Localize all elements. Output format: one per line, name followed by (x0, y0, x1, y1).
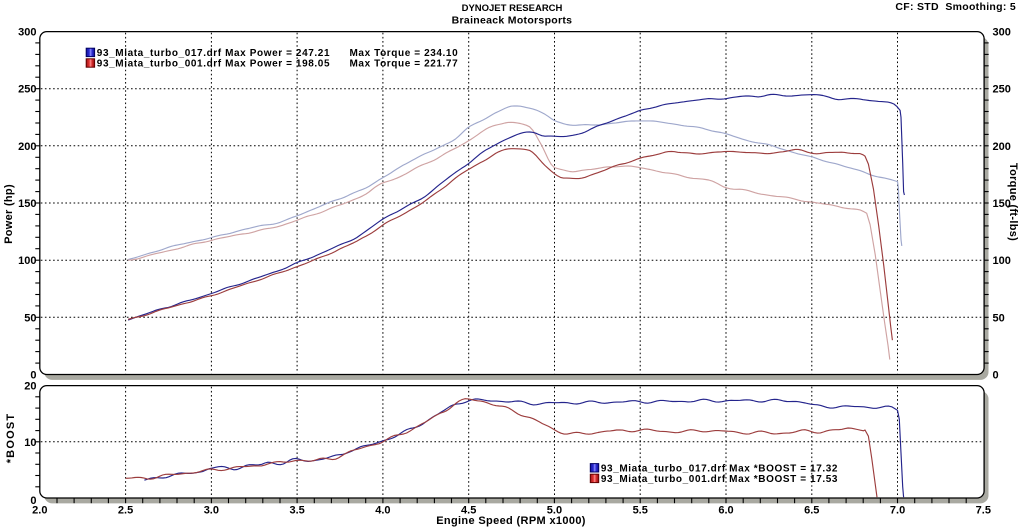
svg-text:93_Miata_turbo_017.drf Max Pow: 93_Miata_turbo_017.drf Max Power = 247.2… (97, 48, 330, 59)
svg-text:100: 100 (993, 255, 1011, 267)
svg-text:250: 250 (993, 84, 1011, 96)
svg-text:4.0: 4.0 (375, 505, 390, 517)
svg-text:*BOOST: *BOOST (5, 413, 17, 464)
svg-text:0: 0 (30, 495, 36, 507)
svg-text:150: 150 (993, 198, 1011, 210)
svg-text:4.5: 4.5 (461, 505, 476, 517)
svg-text:0: 0 (30, 370, 36, 382)
svg-text:300: 300 (18, 27, 36, 39)
svg-text:20: 20 (24, 381, 36, 393)
svg-text:2.5: 2.5 (118, 505, 133, 517)
svg-text:Power (hp): Power (hp) (3, 184, 15, 244)
svg-text:50: 50 (993, 312, 1005, 324)
svg-text:Braineack Motorsports: Braineack Motorsports (452, 15, 573, 27)
svg-text:93_Miata_turbo_001.drf Max *BO: 93_Miata_turbo_001.drf Max *BOOST = 17.5… (601, 474, 838, 485)
svg-text:93_Miata_turbo_001.drf Max Pow: 93_Miata_turbo_001.drf Max Power = 198.0… (97, 59, 330, 70)
svg-text:93_Miata_turbo_017.drf Max *BO: 93_Miata_turbo_017.drf Max *BOOST = 17.3… (601, 463, 838, 474)
svg-text:DYNOJET RESEARCH: DYNOJET RESEARCH (462, 3, 563, 14)
svg-text:6.0: 6.0 (718, 505, 733, 517)
svg-text:200: 200 (18, 141, 36, 153)
svg-text:Torque (ft-lbs): Torque (ft-lbs) (1007, 163, 1019, 241)
svg-text:100: 100 (18, 255, 36, 267)
svg-text:0: 0 (993, 370, 999, 382)
svg-text:Engine Speed (RPM x1000): Engine Speed (RPM x1000) (436, 515, 586, 527)
svg-text:3.0: 3.0 (204, 505, 219, 517)
svg-text:CF: STD Smoothing: 5: CF: STD Smoothing: 5 (895, 1, 1016, 13)
svg-text:5.0: 5.0 (547, 505, 562, 517)
svg-text:5.5: 5.5 (633, 505, 648, 517)
svg-text:250: 250 (18, 84, 36, 96)
svg-text:200: 200 (993, 141, 1011, 153)
svg-text:50: 50 (24, 312, 36, 324)
svg-text:Max Torque = 234.10: Max Torque = 234.10 (350, 48, 459, 59)
svg-text:150: 150 (18, 198, 36, 210)
svg-text:6.5: 6.5 (804, 505, 819, 517)
svg-text:Max Torque = 221.77: Max Torque = 221.77 (350, 59, 459, 70)
svg-text:2.0: 2.0 (32, 505, 47, 517)
svg-text:3.5: 3.5 (289, 505, 304, 517)
svg-text:300: 300 (993, 27, 1011, 39)
svg-text:7.5: 7.5 (976, 505, 991, 517)
svg-text:7.0: 7.0 (890, 505, 905, 517)
svg-text:10: 10 (24, 437, 36, 449)
